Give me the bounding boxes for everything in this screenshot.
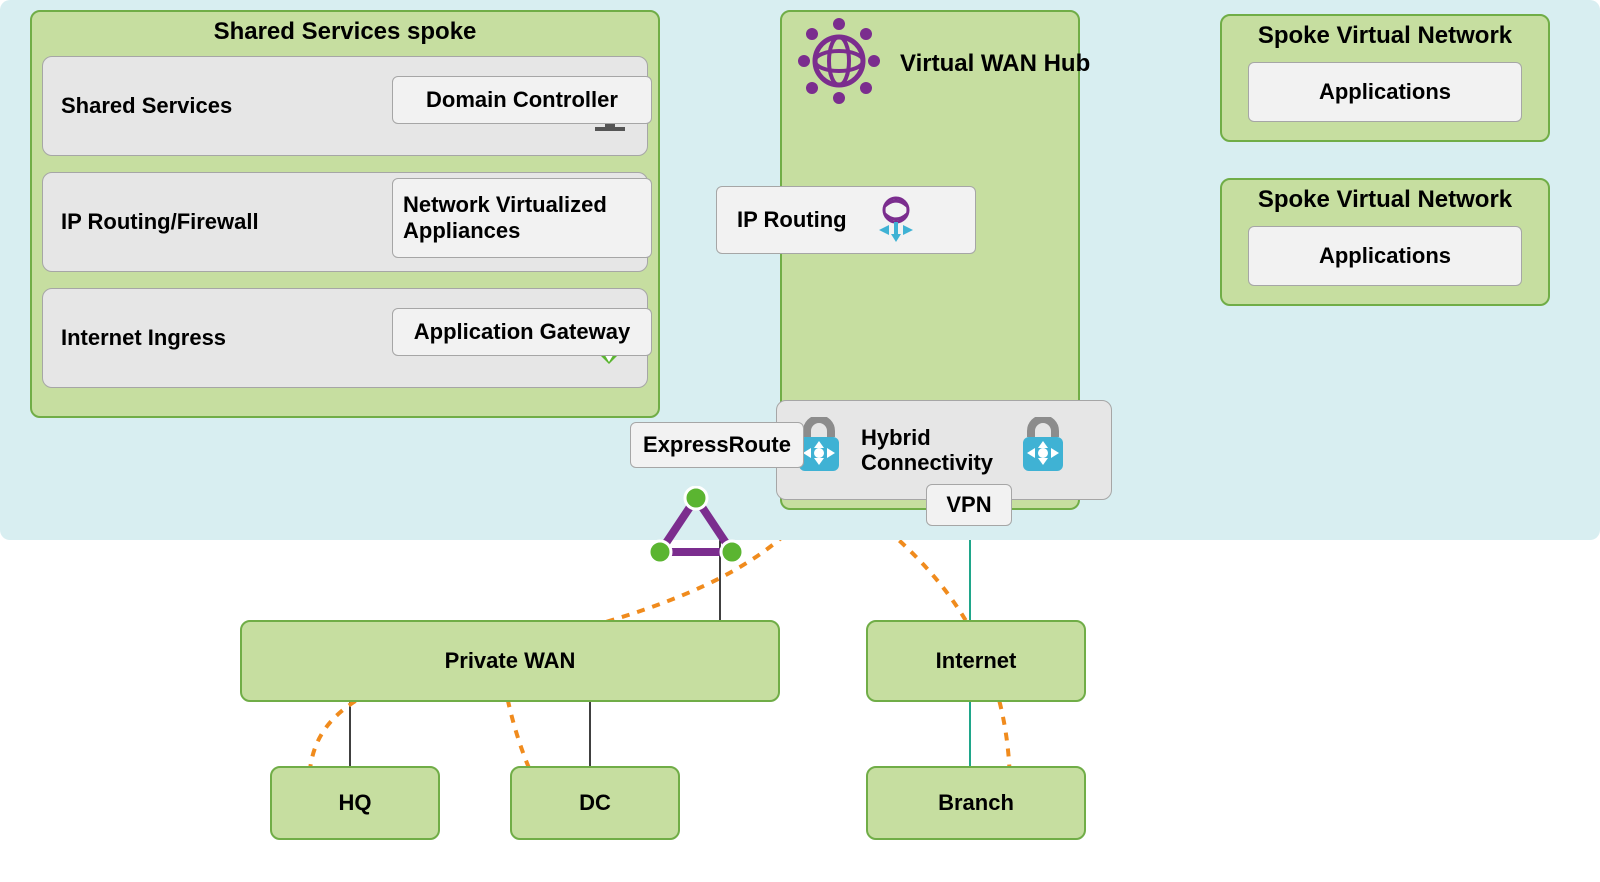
applications-text: Applications (1319, 243, 1451, 269)
nva-label: Network Virtualized Appliances (392, 178, 652, 258)
vpn-label: VPN (926, 484, 1012, 526)
branch-box: Branch (866, 766, 1086, 840)
expressroute-icon (646, 486, 746, 571)
domain-controller-label: Domain Controller (392, 76, 652, 124)
applications-text: Applications (1319, 79, 1451, 105)
routing-icon (871, 192, 921, 248)
spoke-vnet-1-app: Applications (1248, 62, 1522, 122)
expressroute-label: ExpressRoute (630, 422, 804, 468)
private-wan-text: Private WAN (445, 648, 576, 674)
app-gateway-label: Application Gateway (392, 308, 652, 356)
expressroute-text: ExpressRoute (643, 432, 791, 458)
hq-text: HQ (339, 790, 372, 816)
domain-controller-text: Domain Controller (426, 87, 618, 113)
hq-box: HQ (270, 766, 440, 840)
virtual-wan-hub-header: Virtual WAN Hub (794, 18, 1090, 109)
globe-hub-icon (794, 18, 884, 109)
spoke-vnet-2-app: Applications (1248, 226, 1522, 286)
gateway-lock-icon (1015, 417, 1071, 484)
ip-routing-box: IP Routing (716, 186, 976, 254)
internet-text: Internet (936, 648, 1017, 674)
branch-text: Branch (938, 790, 1014, 816)
dc-text: DC (579, 790, 611, 816)
shared-services-spoke-title: Shared Services spoke (32, 12, 658, 46)
vpn-text: VPN (946, 492, 991, 518)
hybrid-connectivity-text: Hybrid Connectivity (861, 425, 1001, 476)
spoke-vnet-1-title: Spoke Virtual Network (1222, 16, 1548, 50)
private-wan-box: Private WAN (240, 620, 780, 702)
ip-routing-text: IP Routing (737, 207, 847, 233)
app-gateway-text: Application Gateway (414, 319, 630, 345)
dc-box: DC (510, 766, 680, 840)
spoke-vnet-2-title: Spoke Virtual Network (1222, 180, 1548, 214)
diagram-canvas: { "colors": { "cloud_bg": "#d8eef1", "gr… (0, 0, 1600, 882)
nva-text: Network Virtualized Appliances (403, 192, 641, 245)
virtual-wan-hub-title: Virtual WAN Hub (900, 50, 1090, 78)
internet-box: Internet (866, 620, 1086, 702)
